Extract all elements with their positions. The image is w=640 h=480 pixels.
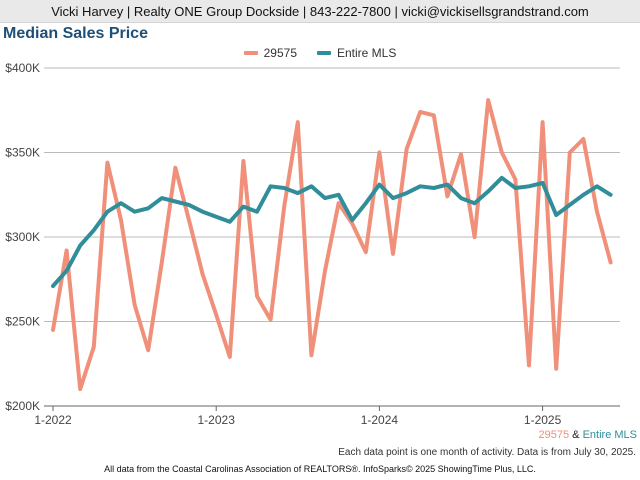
- chart-title: Median Sales Price: [3, 25, 148, 42]
- legend-label-entire-mls: Entire MLS: [337, 46, 397, 60]
- chart-legend: 29575 Entire MLS: [0, 46, 640, 60]
- legend-swatch-entire-mls: [317, 51, 331, 55]
- series-caption: 29575 & Entire MLS: [539, 429, 637, 441]
- y-tick-label: $200K: [5, 399, 40, 413]
- series-caption-join: &: [569, 429, 583, 441]
- y-tick-label: $300K: [5, 230, 40, 244]
- x-tick-label: 1-2025: [524, 413, 562, 427]
- series-line-29575: [51, 98, 613, 392]
- x-tick-label: 1-2022: [34, 413, 72, 427]
- legend-label-29575: 29575: [263, 46, 297, 60]
- contact-header: Vicki Harvey | Realty ONE Group Dockside…: [0, 0, 640, 23]
- y-tick-label: $350K: [5, 146, 40, 160]
- data-footnote: Each data point is one month of activity…: [338, 447, 636, 458]
- legend-item-entire-mls[interactable]: Entire MLS: [317, 46, 396, 60]
- series-caption-entire-mls: Entire MLS: [582, 429, 637, 441]
- legend-swatch-29575: [243, 51, 258, 55]
- y-tick-label: $250K: [5, 315, 40, 329]
- y-tick-label: $400K: [5, 61, 40, 75]
- series-caption-29575: 29575: [538, 429, 570, 441]
- x-tick-label: 1-2024: [361, 413, 399, 427]
- legend-item-29575[interactable]: 29575: [243, 46, 297, 60]
- attribution-footer: All data from the Coastal Carolinas Asso…: [104, 464, 536, 474]
- contact-header-text: Vicki Harvey | Realty ONE Group Dockside…: [51, 3, 589, 19]
- series-line-entire-mls: [51, 175, 613, 288]
- x-tick-label: 1-2023: [198, 413, 236, 427]
